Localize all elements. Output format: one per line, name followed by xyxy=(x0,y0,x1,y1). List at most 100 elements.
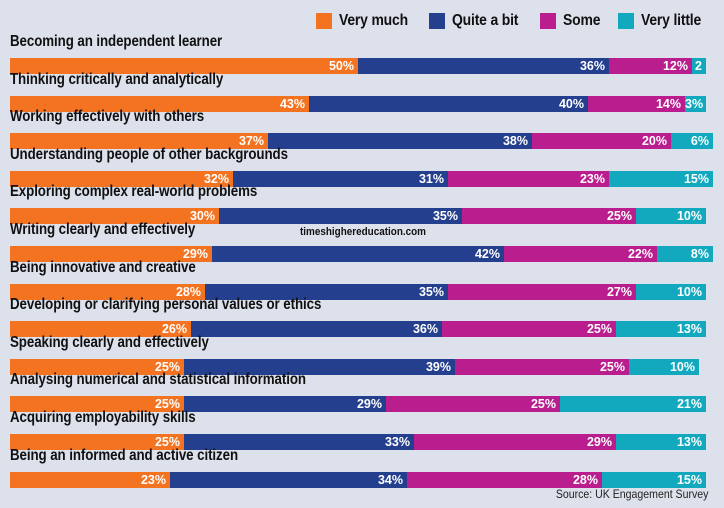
data-label: 28% xyxy=(572,472,598,487)
bar-segment xyxy=(636,208,706,225)
data-label: 14% xyxy=(655,96,681,111)
data-label: 25% xyxy=(530,397,556,412)
bar-segment xyxy=(10,58,358,74)
bar-segment xyxy=(504,246,657,262)
data-label: 15% xyxy=(676,472,702,487)
data-label: 23% xyxy=(579,171,605,186)
category-label: Speaking clearly and effectively xyxy=(10,333,209,351)
data-label: 43% xyxy=(279,96,305,111)
bar-segment xyxy=(636,283,706,300)
legend-swatch xyxy=(429,13,446,29)
data-label: 29% xyxy=(182,247,208,261)
bar-segment xyxy=(268,133,532,150)
bar-segment xyxy=(191,321,442,338)
bar-segment xyxy=(10,170,233,187)
data-label: 10% xyxy=(669,359,695,374)
bar-segment xyxy=(170,471,407,488)
bar-segment xyxy=(10,396,184,413)
bar-segment xyxy=(602,471,706,488)
bar-segment xyxy=(671,133,713,150)
bar-segment xyxy=(616,434,706,450)
category-label: Working effectively with others xyxy=(10,108,205,126)
data-label: 10% xyxy=(676,284,702,299)
legend-label: Quite a bit xyxy=(452,12,519,29)
data-label: 29% xyxy=(586,435,612,449)
legend-item: Quite a bit xyxy=(429,12,526,30)
data-label: 36% xyxy=(579,59,605,73)
data-label: 13% xyxy=(676,322,702,337)
bar-segment xyxy=(609,58,692,74)
data-label: 8% xyxy=(690,247,709,261)
bar-segment xyxy=(358,58,609,74)
data-label: 25% xyxy=(154,397,180,412)
bar-segment xyxy=(532,133,671,150)
bar-segment xyxy=(414,434,616,450)
data-label: 25% xyxy=(599,359,625,374)
data-label: 38% xyxy=(502,134,528,149)
category-label: Acquiring employability skills xyxy=(10,409,196,426)
bar-segment xyxy=(448,170,609,187)
category-label: Being innovative and creative xyxy=(10,258,196,276)
legend-label: Very much xyxy=(338,12,408,29)
legend-item: Very little xyxy=(618,12,708,30)
data-label: 34% xyxy=(377,472,403,487)
data-label: 25% xyxy=(154,435,180,449)
bar-segment xyxy=(10,471,170,488)
legend: Very much Quite a bit Some Very little xyxy=(302,10,708,32)
category-label: Developing or clarifying personal values… xyxy=(10,296,322,314)
bar-segment xyxy=(233,170,448,187)
bar-segment xyxy=(10,246,212,262)
data-label: 25% xyxy=(606,209,632,224)
data-label: 29% xyxy=(356,397,382,412)
data-label: 39% xyxy=(425,359,451,374)
bar-segment xyxy=(309,95,588,112)
data-label: 10% xyxy=(676,209,702,224)
bar-segment xyxy=(205,283,448,300)
legend-swatch xyxy=(539,13,556,29)
bar-segment xyxy=(386,396,560,413)
data-label: 35% xyxy=(432,209,458,224)
data-label: 3% xyxy=(685,96,704,111)
legend-swatch xyxy=(618,13,635,29)
legend-label: Very little xyxy=(641,12,702,29)
bar-segment xyxy=(10,434,184,450)
bar-segment xyxy=(442,321,616,338)
data-label: 31% xyxy=(418,171,444,186)
data-label: 33% xyxy=(384,435,410,449)
bar-segment xyxy=(212,246,504,262)
data-label: 37% xyxy=(238,134,264,149)
bar-segment xyxy=(629,358,699,375)
bar-segment xyxy=(10,95,309,112)
data-label: 27% xyxy=(606,284,632,299)
legend-label: Some xyxy=(562,12,601,29)
data-label: 40% xyxy=(558,96,584,111)
bar-segment xyxy=(588,95,685,112)
data-label: 20% xyxy=(641,134,667,149)
bar-segment xyxy=(560,396,706,413)
data-label: 42% xyxy=(474,247,500,261)
data-label: 28% xyxy=(175,284,201,299)
bar-segment xyxy=(685,95,706,112)
data-label: 2 xyxy=(695,59,702,73)
bar-segment xyxy=(10,321,191,338)
data-label: 13% xyxy=(676,435,702,449)
bar-segment xyxy=(184,396,386,413)
bar-segment xyxy=(407,471,602,488)
data-label: 23% xyxy=(140,472,166,487)
data-label: 32% xyxy=(203,171,229,186)
data-label: 12% xyxy=(662,59,688,73)
category-label: Being an informed and active citizen xyxy=(10,446,239,464)
bar-segment xyxy=(10,283,205,300)
category-label: Thinking critically and analytically xyxy=(10,70,224,88)
bar-segment xyxy=(609,170,713,187)
category-label: Analysing numerical and statistical info… xyxy=(10,371,306,389)
data-label: 6% xyxy=(690,134,709,149)
bar-segment xyxy=(184,434,414,450)
data-label: 22% xyxy=(627,247,653,261)
bar-segment xyxy=(657,246,713,262)
data-label: 25% xyxy=(154,359,180,374)
legend-item: Very much xyxy=(315,12,416,30)
legend-item: Some xyxy=(539,12,604,30)
data-label: 50% xyxy=(328,59,354,73)
